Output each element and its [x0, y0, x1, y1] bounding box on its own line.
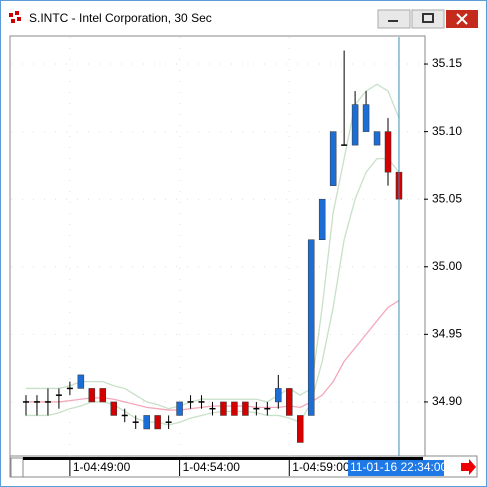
scroll-box[interactable] — [10, 457, 24, 478]
candle-body — [242, 401, 249, 416]
y-tick-label: 35.15 — [432, 56, 462, 70]
candle-body — [154, 415, 161, 430]
app-icon — [9, 11, 21, 23]
candle-body — [143, 415, 150, 430]
candle-body — [231, 401, 238, 416]
candle-body — [77, 374, 85, 389]
y-tick-label: 34.90 — [432, 394, 462, 408]
x-tick-label: 1-04:49:00 — [73, 460, 131, 474]
candle-body — [373, 131, 381, 146]
candle-body — [318, 198, 326, 240]
candle-body — [329, 131, 337, 186]
candle-body — [351, 104, 359, 146]
candle-body — [297, 415, 304, 443]
cursor-label-bg — [348, 460, 444, 476]
maximize-button[interactable] — [411, 9, 445, 29]
x-tick-label: 1-04:59:00 — [292, 460, 350, 474]
candle-body — [384, 131, 392, 173]
y-tick-label: 35.00 — [432, 259, 462, 273]
scroll-arrow[interactable] — [461, 459, 476, 475]
candle-body — [88, 388, 96, 403]
candle-body — [362, 104, 370, 132]
x-tick-label: 1-04:54:00 — [183, 460, 241, 474]
overlay-line — [26, 83, 400, 410]
scroll-bar — [23, 457, 423, 460]
candle-body — [110, 401, 118, 416]
candle-body — [275, 388, 282, 403]
close-button[interactable] — [446, 10, 478, 28]
candle-body — [307, 239, 315, 416]
minimize-button[interactable] — [377, 9, 411, 29]
y-tick-label: 35.05 — [432, 191, 462, 205]
y-tick-label: 34.95 — [432, 327, 462, 341]
window-title: S.INTC - Intel Corporation, 30 Sec — [29, 11, 212, 25]
plot-area — [9, 35, 426, 457]
y-tick-label: 35.10 — [432, 124, 462, 138]
candle-body — [99, 388, 107, 403]
candle-body — [220, 401, 227, 416]
candle-body — [286, 388, 293, 416]
candle-body — [176, 401, 183, 416]
cursor-label: 11-01-16 22:34:00 — [350, 460, 448, 474]
